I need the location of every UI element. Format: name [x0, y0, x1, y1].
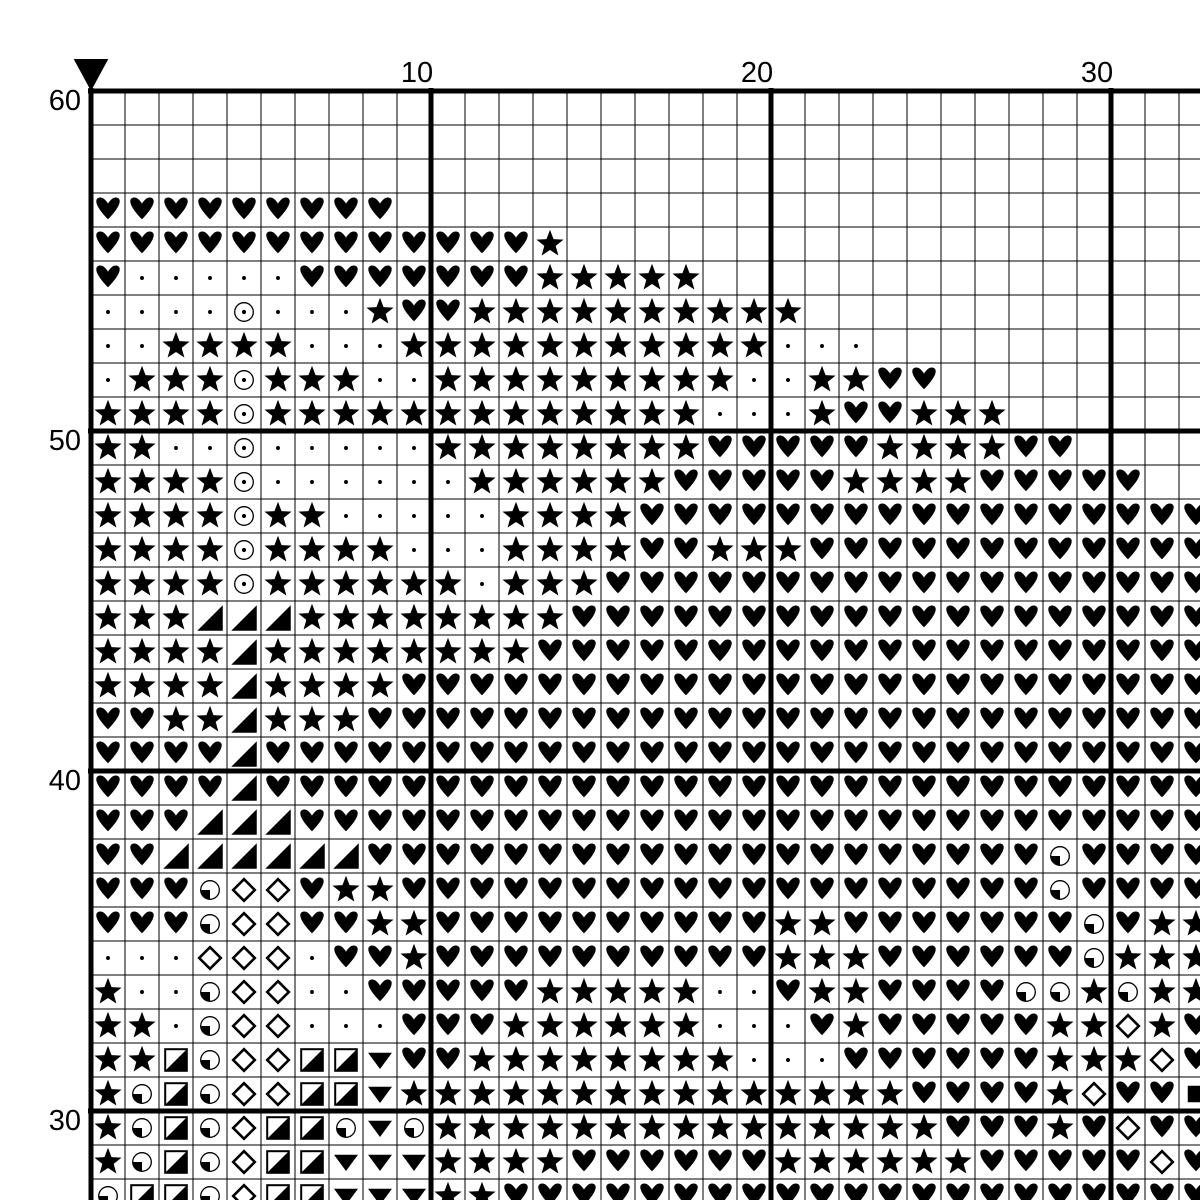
svg-text:50: 50: [49, 425, 81, 457]
svg-text:30: 30: [49, 1105, 81, 1137]
svg-text:60: 60: [49, 85, 81, 117]
svg-text:20: 20: [741, 57, 773, 89]
svg-text:30: 30: [1081, 57, 1113, 89]
svg-text:40: 40: [49, 765, 81, 797]
svg-text:10: 10: [401, 57, 433, 89]
